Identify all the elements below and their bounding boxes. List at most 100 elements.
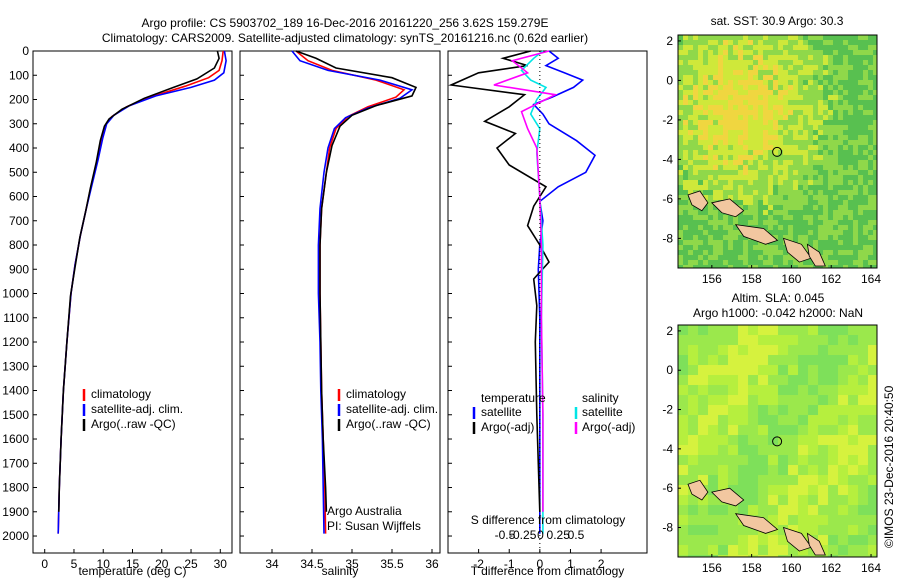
map-cell — [798, 120, 803, 125]
map-cell — [698, 150, 703, 155]
map-cell — [763, 80, 768, 85]
map-cell — [833, 105, 838, 110]
map-cell — [678, 125, 683, 130]
map-cell — [858, 170, 863, 175]
map-cell — [813, 190, 818, 195]
map-cell — [753, 180, 758, 185]
map-cell — [873, 35, 877, 40]
map-cell — [688, 110, 693, 115]
map-cell — [678, 345, 688, 355]
map-cell — [718, 525, 728, 535]
map-cell — [873, 90, 877, 95]
map-cell — [688, 385, 698, 395]
map-cell — [688, 165, 693, 170]
map-cell — [833, 145, 838, 150]
map-cell — [828, 515, 838, 525]
map-cell — [718, 515, 728, 525]
map-cell — [773, 65, 778, 70]
map-cell — [733, 225, 738, 230]
map-cell — [868, 95, 873, 100]
map-cell — [853, 90, 858, 95]
map-cell — [693, 230, 698, 235]
map-cell — [688, 170, 693, 175]
map-cell — [843, 225, 848, 230]
map-cell — [838, 45, 843, 50]
map-cell — [733, 130, 738, 135]
map-cell — [708, 110, 713, 115]
map-cell — [758, 555, 768, 557]
map-cell — [778, 170, 783, 175]
map-cell — [763, 40, 768, 45]
map-cell — [713, 55, 718, 60]
map-cell — [848, 190, 853, 195]
map-cell — [728, 140, 733, 145]
map-cell — [848, 185, 853, 190]
map-cell — [708, 260, 713, 265]
map-cell — [833, 130, 838, 135]
map-cell — [678, 215, 683, 220]
map-cell — [818, 65, 823, 70]
map-cell — [763, 85, 768, 90]
map-cell — [858, 55, 863, 60]
map-cell — [828, 125, 833, 130]
map-cell — [763, 260, 768, 265]
map-cell — [768, 515, 778, 525]
map-cell — [763, 105, 768, 110]
map-cell — [798, 485, 808, 495]
map-x-tick-label: 156 — [702, 272, 722, 286]
map-cell — [738, 355, 748, 365]
map-cell — [763, 145, 768, 150]
map-cell — [738, 425, 748, 435]
map-cell — [703, 60, 708, 65]
map-cell — [758, 195, 763, 200]
legend-label: Argo(..raw -QC) — [346, 417, 431, 431]
map-cell — [748, 155, 753, 160]
legend-label: satellite-adj. clim. — [91, 402, 183, 416]
map-cell — [803, 220, 808, 225]
map-cell — [768, 70, 773, 75]
map-cell — [853, 145, 858, 150]
map-cell — [733, 75, 738, 80]
map-cell — [738, 535, 748, 545]
map-cell — [758, 155, 763, 160]
island-shape — [806, 532, 826, 556]
map-cell — [863, 130, 868, 135]
map-cell — [793, 135, 798, 140]
map-cell — [688, 135, 693, 140]
map-cell — [858, 85, 863, 90]
map-cell — [748, 405, 758, 415]
map-cell — [793, 140, 798, 145]
map-y-tick-label: -6 — [662, 481, 673, 495]
map-cell — [763, 255, 768, 260]
map-cell — [688, 375, 698, 385]
map-cell — [713, 45, 718, 50]
map-cell — [873, 215, 877, 220]
map-cell — [743, 125, 748, 130]
map-cell — [728, 165, 733, 170]
map-cell — [838, 65, 843, 70]
map-cell — [738, 345, 748, 355]
map-cell — [778, 200, 783, 205]
map-cell — [793, 80, 798, 85]
map-cell — [853, 240, 858, 245]
map-cell — [808, 120, 813, 125]
map-cell — [833, 110, 838, 115]
x-tick-label: 10 — [97, 557, 111, 571]
map-cell — [723, 260, 728, 265]
map-cell — [748, 535, 758, 545]
map-cell — [778, 535, 788, 545]
map-cell — [738, 190, 743, 195]
map-cell — [843, 50, 848, 55]
map-cell — [823, 215, 828, 220]
map-cell — [833, 95, 838, 100]
map-cell — [773, 105, 778, 110]
map-cell — [723, 250, 728, 255]
depth-tick-label: 1400 — [2, 384, 29, 398]
map-cell — [678, 110, 683, 115]
map-cell — [753, 165, 758, 170]
map-cell — [783, 265, 788, 268]
map-cell — [798, 405, 808, 415]
map-cell — [793, 230, 798, 235]
top-tick-label: 0 — [537, 528, 544, 542]
map-cell — [778, 455, 788, 465]
